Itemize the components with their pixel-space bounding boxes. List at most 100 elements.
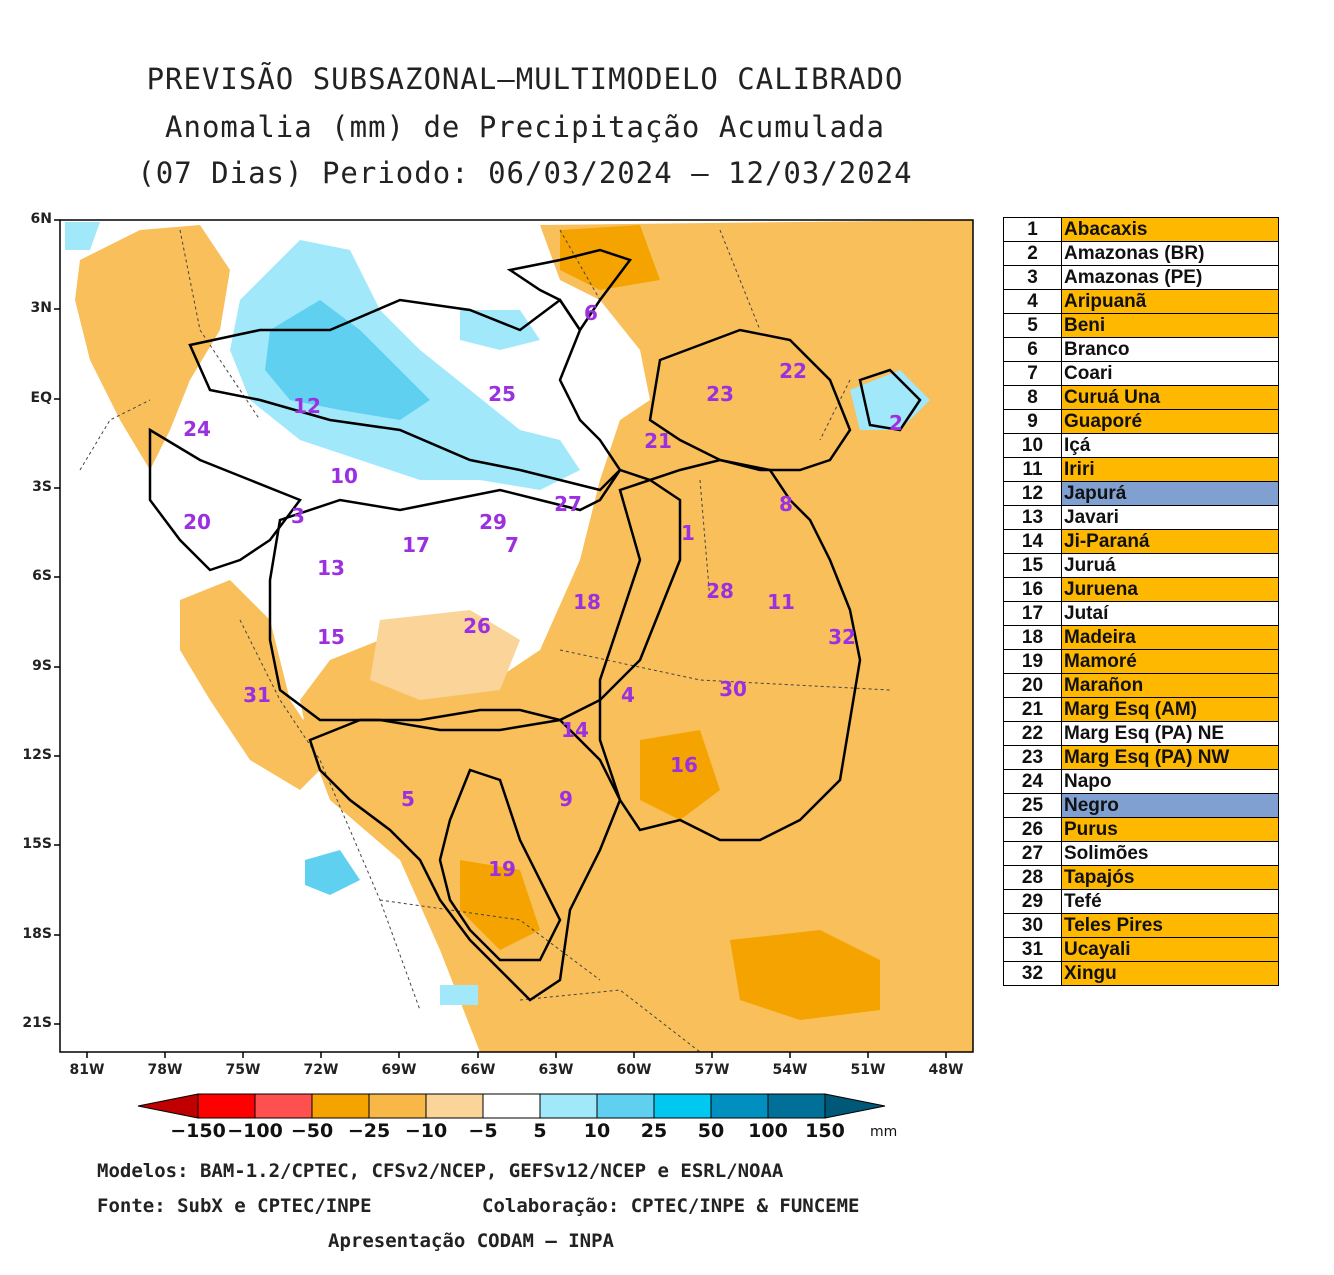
legend-row: 19 Mamoré	[1003, 649, 1279, 674]
legend-number: 30	[1003, 913, 1062, 938]
legend-number: 7	[1003, 361, 1062, 386]
colorbar-unit: mm	[870, 1124, 898, 1140]
basin-label-30: 30	[719, 677, 747, 701]
legend-basin-name: Curuá Una	[1061, 385, 1279, 410]
legend-row: 27 Solimões	[1003, 841, 1279, 866]
legend-basin-name: Tefé	[1061, 889, 1279, 914]
anomaly-south-blue	[440, 985, 478, 1005]
lon-label-75w: 75W	[225, 1062, 261, 1078]
colorbar-label: −10	[404, 1120, 448, 1142]
basin-label-8: 8	[779, 492, 793, 516]
basin-label-6: 6	[584, 301, 598, 325]
legend-basin-name: Coari	[1061, 361, 1279, 386]
colorbar-cell-1	[197, 1093, 256, 1119]
legend-basin-name: Amazonas (BR)	[1061, 241, 1279, 266]
anomaly-northwest-orange	[75, 225, 230, 470]
legend-number: 23	[1003, 745, 1062, 770]
legend-basin-name: Xingu	[1061, 961, 1279, 986]
colorbar-cell-4	[368, 1093, 427, 1119]
legend-number: 15	[1003, 553, 1062, 578]
legend-row: 6 Branco	[1003, 337, 1279, 362]
colorbar-label: −150	[170, 1120, 226, 1142]
lat-label-6n: 6N	[30, 211, 52, 227]
legend-number: 13	[1003, 505, 1062, 530]
legend-basin-name: Mamoré	[1061, 649, 1279, 674]
legend-basin-name: Marg Esq (PA) NE	[1061, 721, 1279, 746]
legend-basin-name: Ji-Paraná	[1061, 529, 1279, 554]
basin-label-20: 20	[183, 510, 211, 534]
legend-number: 6	[1003, 337, 1062, 362]
legend-number: 1	[1003, 217, 1062, 242]
legend-basin-name: Napo	[1061, 769, 1279, 794]
lat-label-eq: EQ	[30, 390, 52, 406]
legend-number: 8	[1003, 385, 1062, 410]
legend-row: 32 Xingu	[1003, 961, 1279, 986]
footer-source: Fonte: SubX e CPTEC/INPE	[97, 1195, 372, 1217]
map-frame	[59, 219, 974, 1053]
legend-row: 8 Curuá Una	[1003, 385, 1279, 410]
basin-label-23: 23	[706, 382, 734, 406]
colorbar-label: 5	[533, 1120, 547, 1142]
footer-collaboration: Colaboração: CPTEC/INPE & FUNCEME	[482, 1195, 860, 1217]
colorbar-label: 100	[748, 1120, 788, 1142]
anomaly-north-orange	[670, 330, 800, 450]
legend-basin-name: Aripuanã	[1061, 289, 1279, 314]
legend-number: 19	[1003, 649, 1062, 674]
legend-row: 2 Amazonas (BR)	[1003, 241, 1279, 266]
basin-label-32: 32	[828, 625, 856, 649]
colorbar-label: 150	[805, 1120, 845, 1142]
legend-number: 16	[1003, 577, 1062, 602]
colorbar-label: 10	[583, 1120, 611, 1142]
lon-label-72w: 72W	[303, 1062, 339, 1078]
legend-row: 18 Madeira	[1003, 625, 1279, 650]
legend-basin-name: Madeira	[1061, 625, 1279, 650]
basin-outlines	[148, 248, 922, 1002]
basin-label-12: 12	[293, 394, 321, 418]
legend-row: 31 Ucayali	[1003, 937, 1279, 962]
basin-label-15: 15	[317, 625, 345, 649]
colorbar-label: −5	[468, 1120, 498, 1142]
legend-row: 15 Juruá	[1003, 553, 1279, 578]
legend-row: 23 Marg Esq (PA) NW	[1003, 745, 1279, 770]
basin-label-10: 10	[330, 464, 358, 488]
lon-label-54w: 54W	[772, 1062, 808, 1078]
legend-number: 27	[1003, 841, 1062, 866]
legend-row: 20 Marañon	[1003, 673, 1279, 698]
basin-label-14: 14	[561, 718, 589, 742]
legend-basin-name: Branco	[1061, 337, 1279, 362]
map-title: PREVISÃO SUBSAZONAL—MULTIMODELO CALIBRAD…	[146, 62, 904, 96]
basin-label-25: 25	[488, 382, 516, 406]
legend-row: 10 Içá	[1003, 433, 1279, 458]
colorbar-cell-7	[539, 1093, 598, 1119]
lon-label-57w: 57W	[694, 1062, 730, 1078]
legend-number: 2	[1003, 241, 1062, 266]
map-subtitle: Anomalia (mm) de Precipitação Acumulada	[165, 110, 885, 144]
legend-number: 21	[1003, 697, 1062, 722]
legend-basin-name: Juruena	[1061, 577, 1279, 602]
legend-row: 30 Teles Pires	[1003, 913, 1279, 938]
anomaly-purus-orange	[370, 610, 520, 700]
colorbar-cell-0	[137, 1093, 199, 1119]
colorbar-cell-5	[425, 1093, 484, 1119]
legend-number: 29	[1003, 889, 1062, 914]
anomaly-west-orange	[180, 580, 330, 790]
legend-number: 26	[1003, 817, 1062, 842]
colorbar-cell-3	[311, 1093, 370, 1119]
legend-basin-name: Tapajós	[1061, 865, 1279, 890]
legend-row: 26 Purus	[1003, 817, 1279, 842]
lat-label-3s: 3S	[32, 479, 52, 495]
lat-label-18s: 18S	[22, 926, 52, 942]
lat-label-15s: 15S	[22, 836, 52, 852]
legend-row: 14 Ji-Paraná	[1003, 529, 1279, 554]
lon-label-69w: 69W	[381, 1062, 417, 1078]
anomaly-southwest-blue	[305, 850, 360, 895]
colorbar-cell-9	[653, 1093, 712, 1119]
basin-label-29: 29	[479, 510, 507, 534]
axis-ticks	[54, 219, 947, 1058]
legend-number: 3	[1003, 265, 1062, 290]
legend-number: 32	[1003, 961, 1062, 986]
lon-label-81w: 81W	[69, 1062, 105, 1078]
basin-label-3: 3	[291, 504, 305, 528]
legend-row: 9 Guaporé	[1003, 409, 1279, 434]
colorbar-cell-12	[824, 1093, 886, 1119]
